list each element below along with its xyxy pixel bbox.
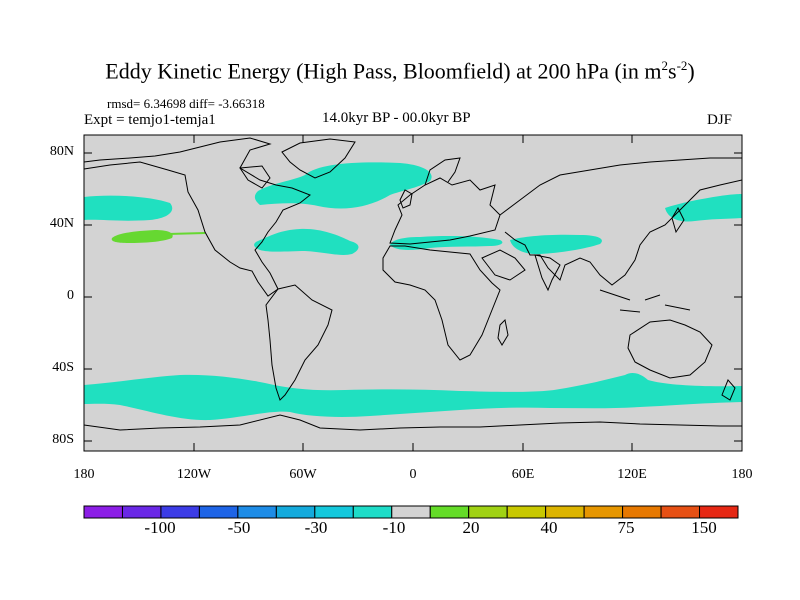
coast-antarctica xyxy=(84,414,742,431)
coast-greenland xyxy=(281,138,356,179)
colorbar xyxy=(83,505,739,519)
colorbar-label: 20 xyxy=(462,518,480,537)
colorbar-label: -50 xyxy=(227,518,251,537)
figure-title: Eddy Kinetic Energy (High Pass, Bloomfie… xyxy=(105,58,695,84)
colorbar-label: 150 xyxy=(691,518,717,537)
coast-australia xyxy=(627,319,713,379)
lon-label-0: 0 xyxy=(409,467,417,482)
colorbar-swatch xyxy=(622,505,662,519)
colorbar-swatch xyxy=(699,505,739,519)
coastlines xyxy=(84,137,742,431)
experiment-label: Expt = temjo1-temja1 xyxy=(84,112,216,128)
coast-japan xyxy=(671,206,685,234)
colorbar-swatch xyxy=(545,505,585,519)
colorbar-swatch xyxy=(660,505,701,519)
colorbar-swatch xyxy=(83,505,123,519)
eddy-band-southern-ocean xyxy=(84,372,742,421)
lat-label-80s: 80S xyxy=(52,432,74,447)
coast-scandinavia xyxy=(424,157,461,186)
lat-label-40n: 40N xyxy=(49,216,74,231)
lat-label-80n: 80N xyxy=(49,144,74,159)
coast-africa xyxy=(382,245,501,361)
positive-anomaly-streak xyxy=(167,232,206,235)
colorbar-swatch xyxy=(583,505,624,519)
colorbar-swatch xyxy=(314,505,354,519)
colorbar-swatch xyxy=(506,505,547,519)
colorbar-swatch xyxy=(391,505,431,519)
coast-hudson-bay xyxy=(239,165,271,189)
coast-india xyxy=(534,254,561,292)
positive-anomaly-patch xyxy=(111,230,173,243)
colorbar-label: -30 xyxy=(304,518,328,537)
eddy-band-mediterranean xyxy=(390,236,503,250)
eddy-band-asian-jet xyxy=(510,234,602,255)
lon-label-180e: 180 xyxy=(731,467,753,482)
stats-line: rmsd= 6.34698 diff= -3.66318 xyxy=(107,96,265,111)
coast-europe xyxy=(389,177,501,245)
eddy-band-north-pacific-west xyxy=(665,194,742,222)
lon-label-180w: 180 xyxy=(73,467,95,482)
eddy-band-north-atlantic xyxy=(254,162,432,209)
colorbar-swatch xyxy=(352,505,393,519)
coast-arabia xyxy=(481,249,526,281)
colorbar-label: 40 xyxy=(540,518,558,537)
eddy-band-subtropical-atlantic xyxy=(254,228,359,255)
coast-new-zealand xyxy=(721,379,736,401)
colorbar-label: -100 xyxy=(144,518,176,537)
colorbar-label: -10 xyxy=(382,518,406,537)
coast-south-america xyxy=(265,284,333,401)
lon-label-60e: 60E xyxy=(511,467,535,482)
coast-indonesia xyxy=(599,289,691,313)
colorbar-swatch xyxy=(198,505,239,519)
axis-ticks xyxy=(83,135,743,451)
coast-britain xyxy=(399,189,413,209)
colorbar-swatch xyxy=(468,505,508,519)
lon-label-60w: 60W xyxy=(289,467,317,482)
coast-madagascar xyxy=(497,318,509,346)
lon-label-120e: 120E xyxy=(617,467,647,482)
colorbar-swatch xyxy=(160,505,200,519)
lon-label-120w: 120W xyxy=(176,467,212,482)
eddy-band-north-pacific-east xyxy=(84,195,173,221)
colorbar-swatch xyxy=(275,505,316,519)
season-label: DJF xyxy=(707,112,733,128)
lat-label-0: 0 xyxy=(67,288,74,303)
lat-label-40s: 40S xyxy=(52,360,74,375)
colorbar-label: 75 xyxy=(617,518,635,537)
colorbar-swatch xyxy=(429,505,470,519)
colorbar-swatch xyxy=(121,505,162,519)
period-label: 14.0kyr BP - 00.0kyr BP xyxy=(322,110,471,126)
coast-north-america xyxy=(84,137,311,297)
colorbar-swatch xyxy=(237,505,277,519)
